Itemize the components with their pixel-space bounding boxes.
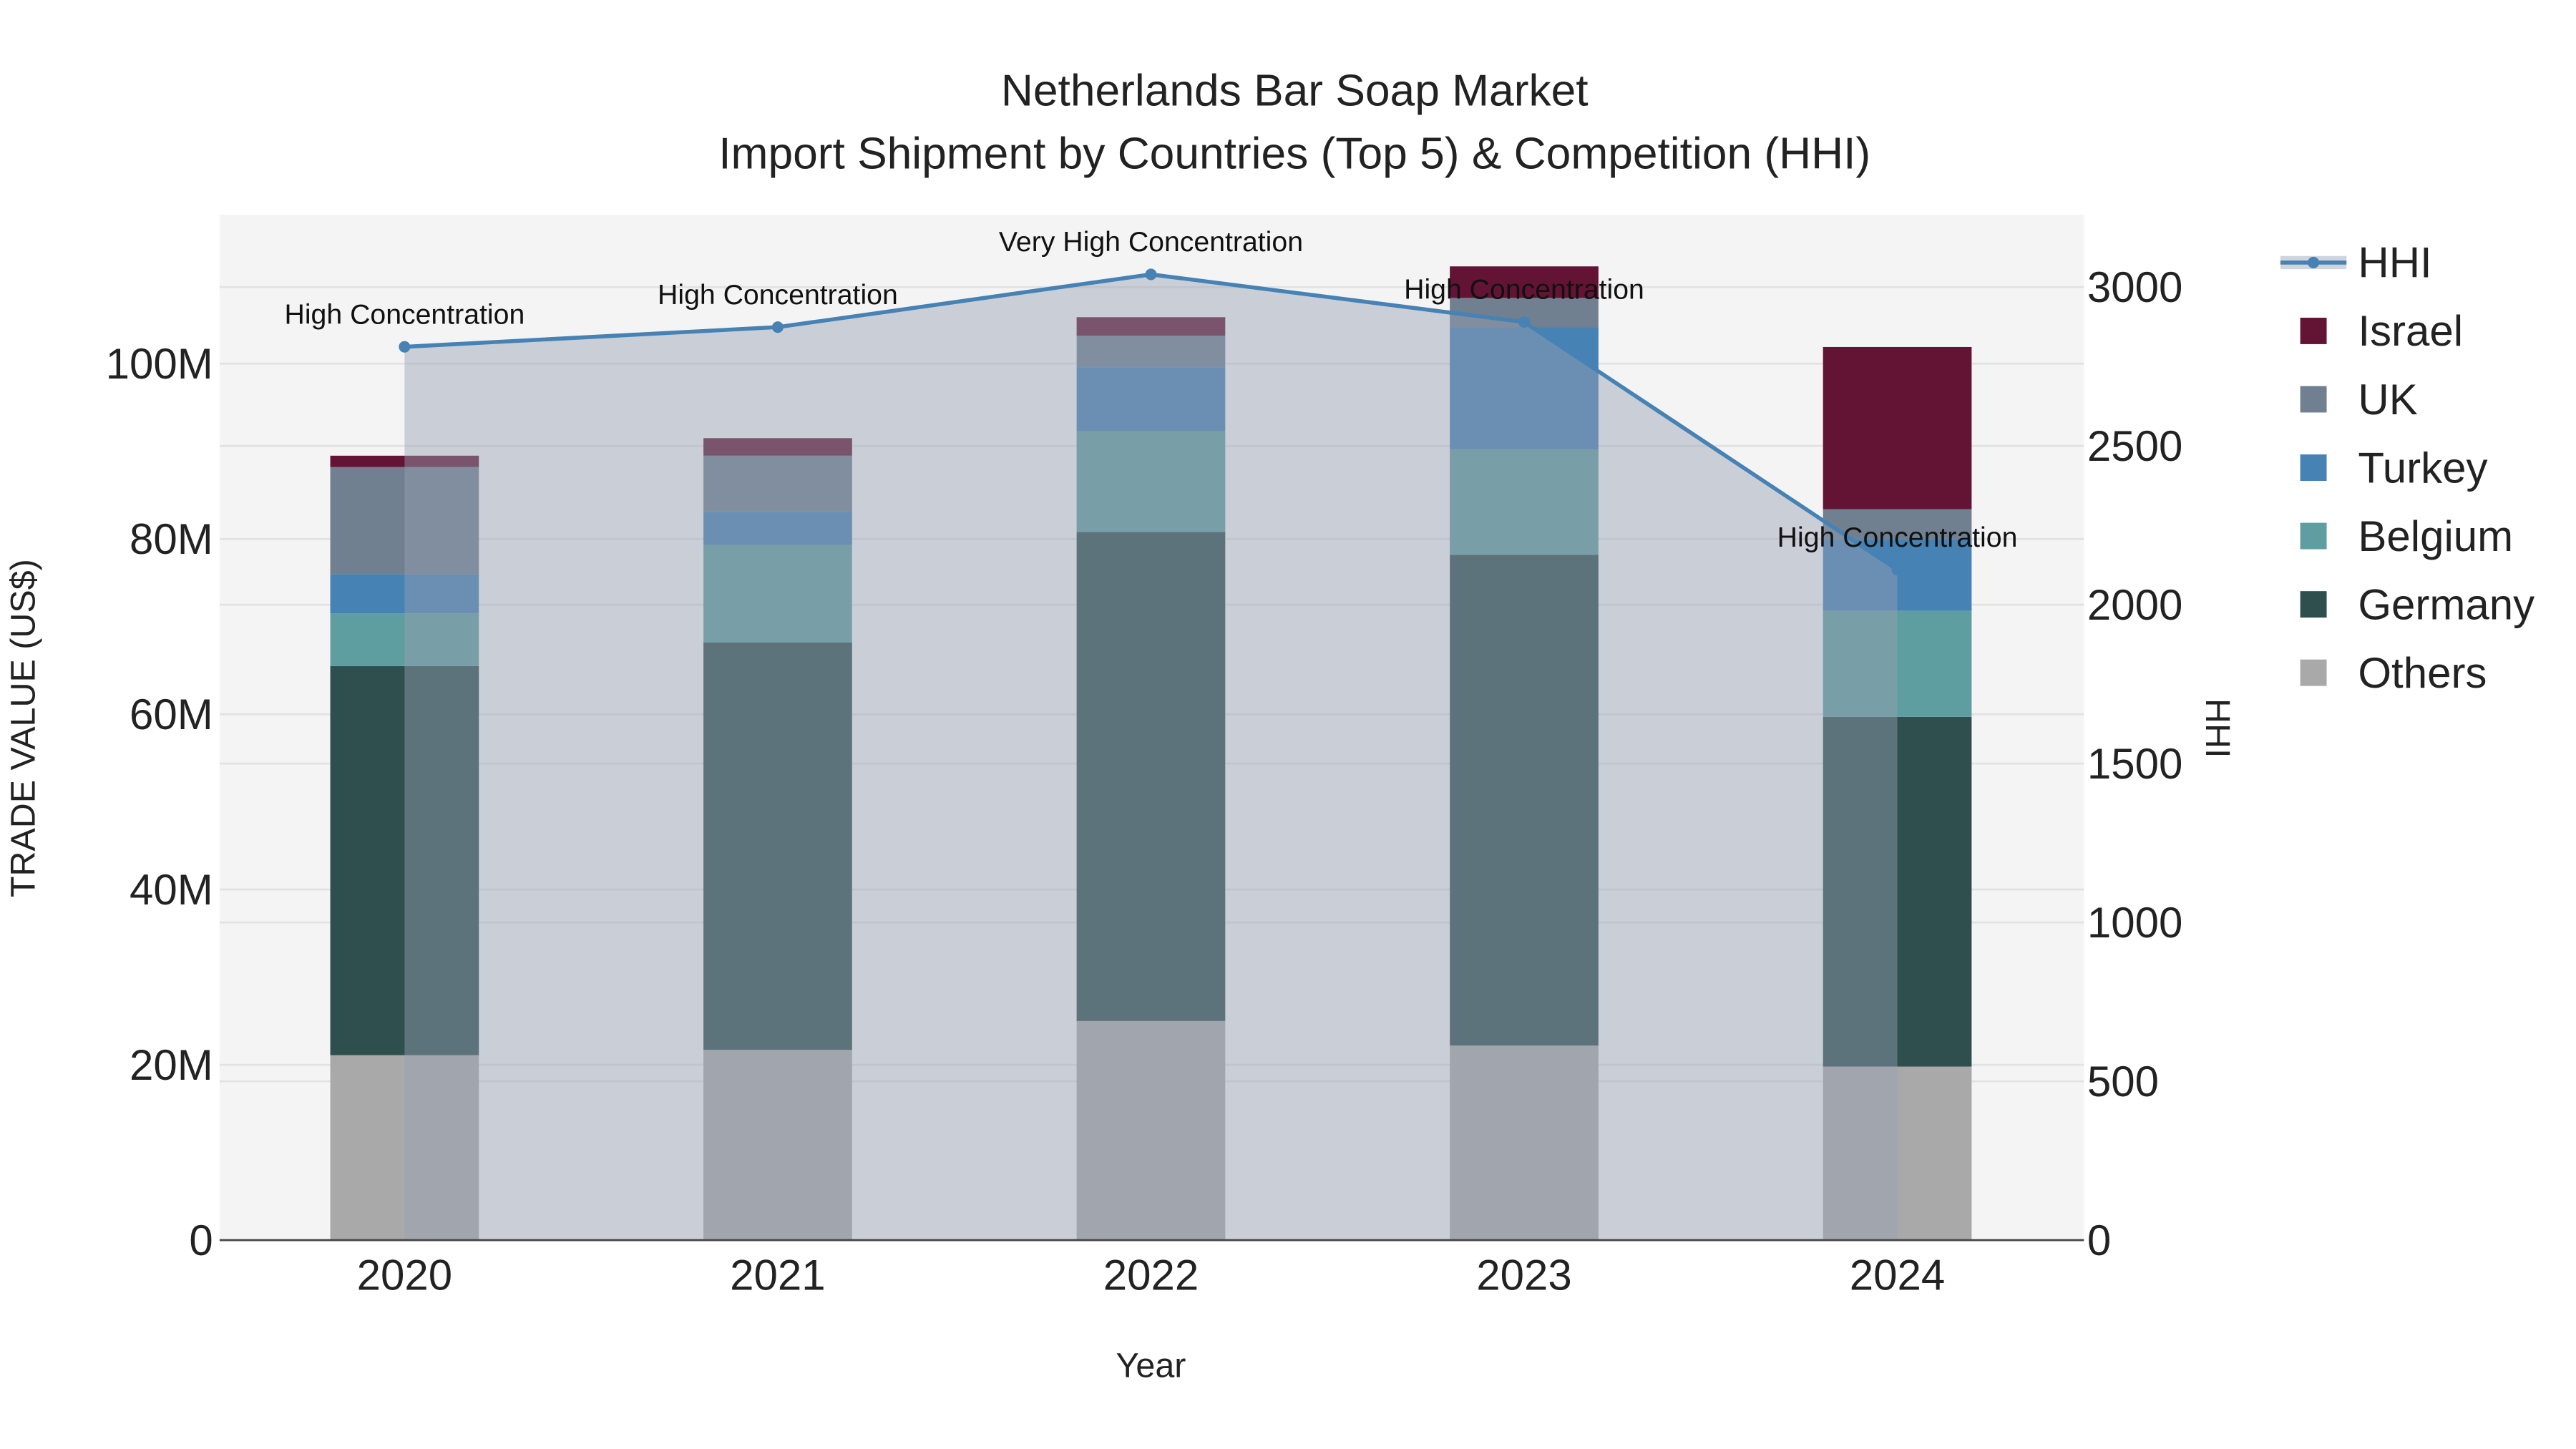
x-axis-ticks: 2020 2021 2022 2023 2024 xyxy=(357,1251,1946,1299)
y-tick-label: 0 xyxy=(189,1216,213,1264)
y2-axis-title: HHI xyxy=(2198,698,2237,758)
y-tick-label: 40M xyxy=(130,866,213,914)
legend-swatch-hhi-marker xyxy=(2308,256,2320,268)
annotations: High Concentration High Concentration Very… xyxy=(285,226,2018,553)
legend-swatch-others xyxy=(2300,659,2327,686)
hhi-point-2022 xyxy=(1145,268,1157,280)
bar-others-2022 xyxy=(1076,1020,1226,1241)
y-axis-ticks: 0 20M 40M 60M 80M 100M xyxy=(106,340,213,1264)
legend-label-others: Others xyxy=(2358,649,2487,697)
y2-axis-ticks: 0 500 1000 1500 2000 2500 3000 xyxy=(2087,263,2182,1264)
bar-uk-2020 xyxy=(330,467,479,575)
hhi-annotation: High Concentration xyxy=(285,298,525,330)
bar-belgium-2021 xyxy=(703,545,852,643)
legend-swatch-israel xyxy=(2300,318,2327,344)
bar-uk-2022 xyxy=(1076,336,1226,368)
x-axis-title: Year xyxy=(1116,1347,1186,1385)
legend-label-turkey: Turkey xyxy=(2358,444,2487,492)
bar-turkey-2022 xyxy=(1076,367,1226,431)
y-tick-label: 80M xyxy=(130,515,213,563)
legend-swatch-turkey xyxy=(2300,454,2327,481)
x-tick-label: 2021 xyxy=(730,1251,825,1299)
bar-turkey-2020 xyxy=(330,574,479,614)
bars xyxy=(330,266,1972,1241)
bar-israel-2023 xyxy=(1450,266,1599,298)
legend-label-uk: UK xyxy=(2358,376,2417,424)
legend-swatch-uk xyxy=(2300,386,2327,413)
y2-tick-label: 2500 xyxy=(2087,422,2182,470)
hhi-point-2020 xyxy=(399,341,411,353)
hhi-annotation: High Concentration xyxy=(1777,522,2018,553)
x-tick-label: 2023 xyxy=(1476,1251,1571,1299)
bar-germany-2022 xyxy=(1076,532,1226,1021)
y2-tick-label: 0 xyxy=(2087,1216,2111,1264)
legend-swatch-belgium xyxy=(2300,522,2327,550)
hhi-series xyxy=(399,268,1903,1241)
bar-belgium-2020 xyxy=(330,613,479,666)
hhi-annotation: Very High Concentration xyxy=(999,226,1303,258)
y2-tick-label: 1000 xyxy=(2087,899,2182,947)
y-axis-title: TRADE VALUE (US$) xyxy=(4,559,42,897)
bar-turkey-2021 xyxy=(703,512,852,545)
legend-label-hhi: HHI xyxy=(2358,239,2431,287)
x-tick-label: 2024 xyxy=(1850,1251,1945,1299)
y2-tick-label: 500 xyxy=(2087,1058,2159,1106)
x-tick-label: 2022 xyxy=(1103,1251,1199,1299)
bar-israel-2021 xyxy=(703,438,852,456)
bar-uk-2021 xyxy=(703,455,852,512)
hhi-annotation: High Concentration xyxy=(658,279,898,311)
y2-tick-label: 1500 xyxy=(2087,740,2182,788)
y-tick-label: 60M xyxy=(130,691,213,738)
legend: HHI Israel UK Turkey Belgium Germany Others xyxy=(2280,239,2534,697)
hhi-area xyxy=(404,274,1898,1241)
chart-subtitle: Import Shipment by Countries (Top 5) & C… xyxy=(718,129,1870,178)
bar-israel-2024 xyxy=(1823,346,1972,509)
hhi-annotation: High Concentration xyxy=(1404,274,1644,306)
y-tick-label: 20M xyxy=(130,1041,213,1089)
legend-swatch-germany xyxy=(2300,591,2327,618)
bar-belgium-2024 xyxy=(1823,610,1972,717)
bar-others-2021 xyxy=(703,1050,852,1241)
bar-uk-2024 xyxy=(1823,509,1972,540)
chart-title: Netherlands Bar Soap Market xyxy=(1001,67,1589,116)
hhi-point-2023 xyxy=(1518,316,1531,328)
x-tick-label: 2020 xyxy=(357,1251,452,1299)
hhi-point-2024 xyxy=(1891,564,1903,576)
bar-turkey-2023 xyxy=(1450,328,1599,450)
y2-tick-label: 2000 xyxy=(2087,581,2182,629)
bar-germany-2020 xyxy=(330,665,479,1055)
bar-israel-2022 xyxy=(1076,317,1226,336)
legend-label-belgium: Belgium xyxy=(2358,512,2513,560)
bar-israel-2020 xyxy=(330,455,479,467)
legend-label-germany: Germany xyxy=(2358,580,2534,628)
bar-belgium-2023 xyxy=(1450,449,1599,555)
y2-tick-label: 3000 xyxy=(2087,263,2182,311)
hhi-point-2021 xyxy=(771,321,784,333)
bar-germany-2024 xyxy=(1823,716,1972,1067)
bar-belgium-2022 xyxy=(1076,431,1226,532)
y-tick-label: 100M xyxy=(106,340,213,388)
bar-others-2023 xyxy=(1450,1045,1599,1241)
bar-germany-2023 xyxy=(1450,555,1599,1046)
bar-others-2024 xyxy=(1823,1066,1972,1241)
bar-others-2020 xyxy=(330,1055,479,1241)
bar-germany-2021 xyxy=(703,642,852,1050)
legend-label-israel: Israel xyxy=(2358,307,2463,355)
